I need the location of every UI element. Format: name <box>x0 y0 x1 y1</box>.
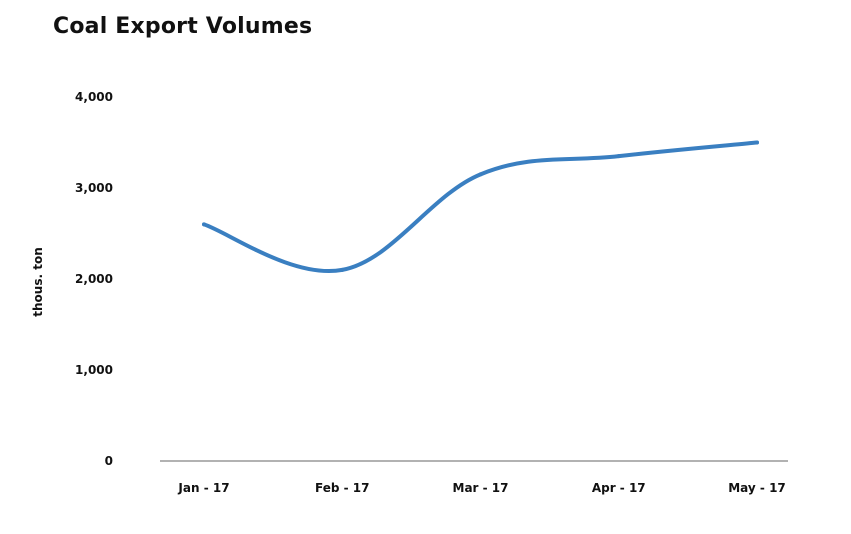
data-point <box>755 140 759 145</box>
x-tick-label: May - 17 <box>728 481 786 495</box>
y-axis-label: thous. ton <box>31 247 45 316</box>
data-point <box>478 172 483 177</box>
data-point <box>616 154 621 159</box>
x-tick-label: Jan - 17 <box>177 481 229 495</box>
x-tick-label: Apr - 17 <box>592 481 646 495</box>
data-point <box>340 267 345 272</box>
series-group <box>202 140 759 274</box>
data-point <box>202 222 206 227</box>
y-tick-label: 1,000 <box>75 363 113 377</box>
y-tick-label: 3,000 <box>75 181 113 195</box>
y-tick-label: 4,000 <box>75 90 113 104</box>
x-tick-label: Feb - 17 <box>315 481 369 495</box>
y-tick-label: 0 <box>105 454 113 468</box>
series-line <box>202 140 759 274</box>
y-tick-label: 2,000 <box>75 272 113 286</box>
y-axis-ticks: 0 1,000 2,000 3,000 4,000 <box>75 90 113 468</box>
x-tick-label: Mar - 17 <box>453 481 509 495</box>
chart-title: Coal Export Volumes <box>53 14 313 39</box>
y-axis-label-group: thous. ton <box>31 247 45 316</box>
x-axis-ticks: Jan - 17 Feb - 17 Mar - 17 Apr - 17 May - 17 <box>177 481 785 495</box>
